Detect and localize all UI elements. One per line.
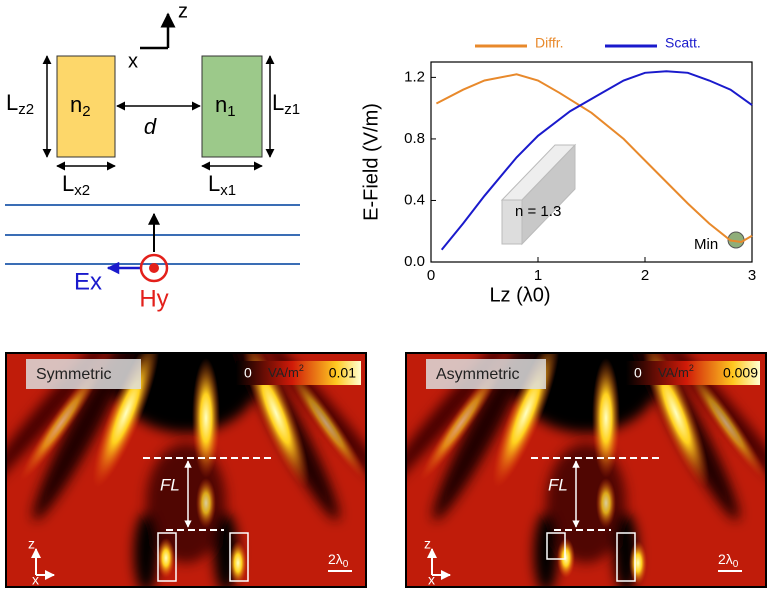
- ex-label: Ex: [74, 268, 102, 295]
- x-tick-label: 2: [641, 267, 649, 284]
- map-frame: [405, 352, 767, 588]
- axis-x: x: [428, 572, 435, 588]
- field-map-symmetric: Symmetric 0 VA/m2 0.01 FL 2λ0 z x: [0, 313, 398, 593]
- min-annotation: Min: [694, 236, 718, 253]
- axis-x: x: [32, 572, 39, 588]
- scale-label: 2λ0: [718, 551, 739, 570]
- hy-dot: [149, 263, 159, 273]
- plot-frame: [430, 61, 753, 263]
- line-chart: n = 1.3 Min Lz (λ0) E-Field (V/m) 0.0 0.4…: [360, 35, 756, 307]
- label-box: [426, 359, 546, 389]
- axis-z: z: [424, 536, 431, 552]
- n1-label: n1: [215, 92, 236, 120]
- legend-label: Diffr.: [535, 35, 564, 51]
- series-line: [440, 70, 753, 251]
- axis-x: x: [128, 50, 138, 72]
- block-outline: [157, 532, 177, 582]
- n2-label: n2: [70, 92, 91, 120]
- lx1-label: Lx1: [208, 171, 236, 199]
- legend-label: Scatt.: [665, 35, 701, 51]
- block-outline: [546, 532, 566, 560]
- cbar-unit: VA/m2: [658, 363, 694, 380]
- inset-block: [500, 143, 577, 246]
- y-tick-label: 1.2: [404, 68, 425, 85]
- x-tick-label: 3: [748, 267, 756, 284]
- colorbar: [626, 361, 760, 385]
- x-axis-label: Lz (λ0): [489, 284, 550, 306]
- cbar-max: 0.01: [329, 365, 356, 381]
- map-label: Symmetric: [36, 366, 112, 383]
- d-label: d: [144, 114, 157, 139]
- inset-label: n = 1.3: [515, 203, 561, 220]
- y-tick-label: 0.8: [404, 130, 425, 147]
- axis-z: z: [28, 536, 35, 552]
- x-tick-label: 1: [534, 267, 542, 284]
- x-tick-label: 0: [427, 267, 435, 284]
- lx2-label: Lx2: [62, 171, 90, 199]
- label-box: [26, 359, 141, 389]
- y-tick-label: 0.0: [404, 253, 425, 270]
- lz2-label: Lz2: [6, 90, 34, 118]
- cbar-min: 0: [634, 365, 642, 381]
- scale-label: 2λ0: [328, 551, 349, 570]
- y-axis-label: E-Field (V/m): [360, 103, 382, 221]
- block-outline: [229, 532, 249, 582]
- structure-diagram: z x n2 n1 Lz2 Lz1 d Lx2 Lx1 Ex Hy: [5, 0, 300, 312]
- block-n2: [56, 55, 116, 158]
- hy-circle: [139, 253, 169, 283]
- axis-z: z: [178, 0, 188, 22]
- hy-label: Hy: [139, 285, 168, 312]
- block-n1: [201, 55, 263, 158]
- cbar-max: 0.009: [723, 365, 758, 381]
- field-map-asymmetric: Asymmetric 0 VA/m2 0.009 FL 2λ0 z x: [374, 313, 768, 593]
- heatmap: [374, 313, 768, 593]
- block-outline: [616, 532, 636, 582]
- fl-label: FL: [548, 475, 568, 494]
- cbar-unit: VA/m2: [268, 363, 304, 380]
- fl-label: FL: [160, 475, 180, 494]
- colorbar: [236, 361, 361, 385]
- map-frame: [5, 352, 367, 588]
- y-tick-label: 0.4: [404, 191, 425, 208]
- lz1-label: Lz1: [272, 90, 300, 118]
- cbar-min: 0: [244, 365, 252, 381]
- map-label: Asymmetric: [436, 366, 520, 383]
- series-line: [435, 73, 753, 244]
